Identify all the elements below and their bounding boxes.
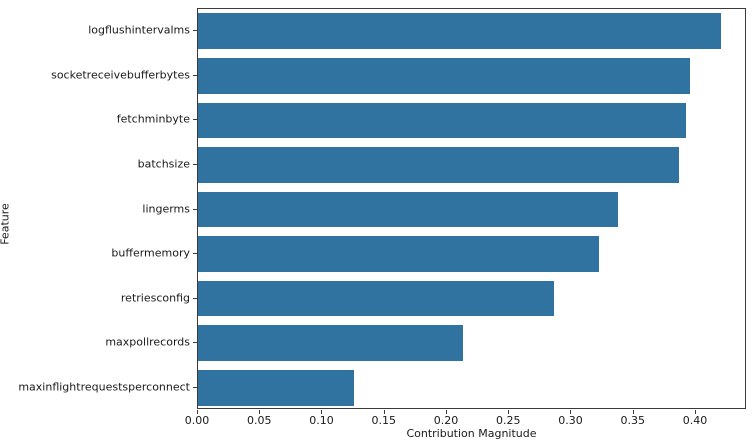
y-tick-label: maxinflightrequestsperconnect: [18, 380, 190, 394]
y-tick-mark: [193, 74, 197, 76]
x-tick-mark: [508, 410, 510, 414]
bar-retriesconfig: [198, 280, 555, 317]
x-tick-label: 0.40: [682, 414, 708, 427]
x-tick-mark: [383, 410, 385, 414]
y-tick-label: retriesconfig: [120, 291, 190, 305]
x-tick-mark: [445, 410, 447, 414]
y-tick-mark: [193, 386, 197, 388]
bar-logflushintervalms: [198, 13, 721, 50]
bar-maxinflightrequestsperconnect: [198, 369, 354, 406]
y-tick-label: maxpollrecords: [105, 335, 190, 349]
y-tick-mark: [193, 163, 197, 165]
x-tick-mark: [259, 410, 261, 414]
bar-buffermemory: [198, 236, 599, 272]
y-tick-label: buffermemory: [111, 246, 190, 260]
x-tick-mark: [632, 410, 634, 414]
bar-lingerms: [198, 191, 618, 228]
y-tick-mark: [193, 342, 197, 344]
x-tick-label: 0.00: [184, 414, 210, 427]
y-tick-label: fetchminbyte: [116, 112, 190, 126]
bar-maxpollrecords: [198, 325, 464, 361]
y-axis-label: Feature: [0, 203, 12, 245]
y-tick-mark: [193, 208, 197, 210]
bar-batchsize: [198, 147, 679, 183]
x-tick-label: 0.20: [433, 414, 459, 427]
y-tick-label: lingerms: [142, 202, 190, 215]
y-tick-mark: [193, 119, 197, 121]
bar-socketreceivebufferbytes: [198, 58, 690, 94]
y-tick-mark: [193, 297, 197, 299]
x-tick-label: 0.10: [309, 414, 334, 427]
x-tick-label: 0.25: [495, 414, 521, 427]
x-tick-label: 0.35: [620, 414, 645, 427]
x-tick-mark: [321, 410, 323, 414]
x-tick-mark: [197, 410, 198, 414]
x-tick-label: 0.15: [371, 414, 396, 427]
y-tick-mark: [193, 30, 197, 32]
x-tick-mark: [570, 410, 572, 414]
y-tick-label: socketreceivebufferbytes: [51, 68, 190, 82]
y-tick-label: batchsize: [137, 157, 190, 171]
y-tick-mark: [193, 253, 197, 255]
bar-fetchminbyte: [198, 102, 686, 139]
plot-area: [197, 8, 746, 409]
x-tick-label: 0.05: [246, 414, 272, 427]
x-tick-mark: [694, 410, 696, 414]
x-tick-label: 0.30: [558, 414, 583, 427]
y-tick-label: logflushintervalms: [88, 23, 190, 37]
x-axis-label: Contribution Magnitude: [406, 427, 537, 440]
